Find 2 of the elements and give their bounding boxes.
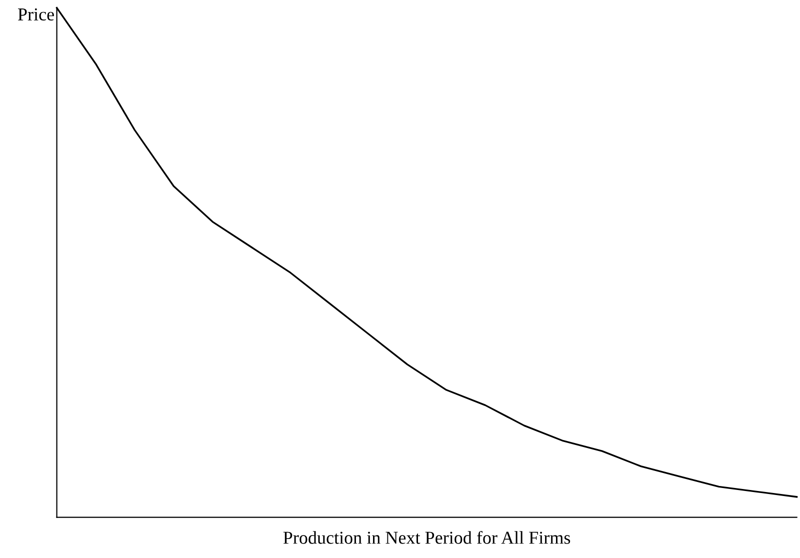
x-axis-title: Production in Next Period for All Firms (283, 530, 570, 544)
y-axis-title: Price (18, 8, 54, 21)
